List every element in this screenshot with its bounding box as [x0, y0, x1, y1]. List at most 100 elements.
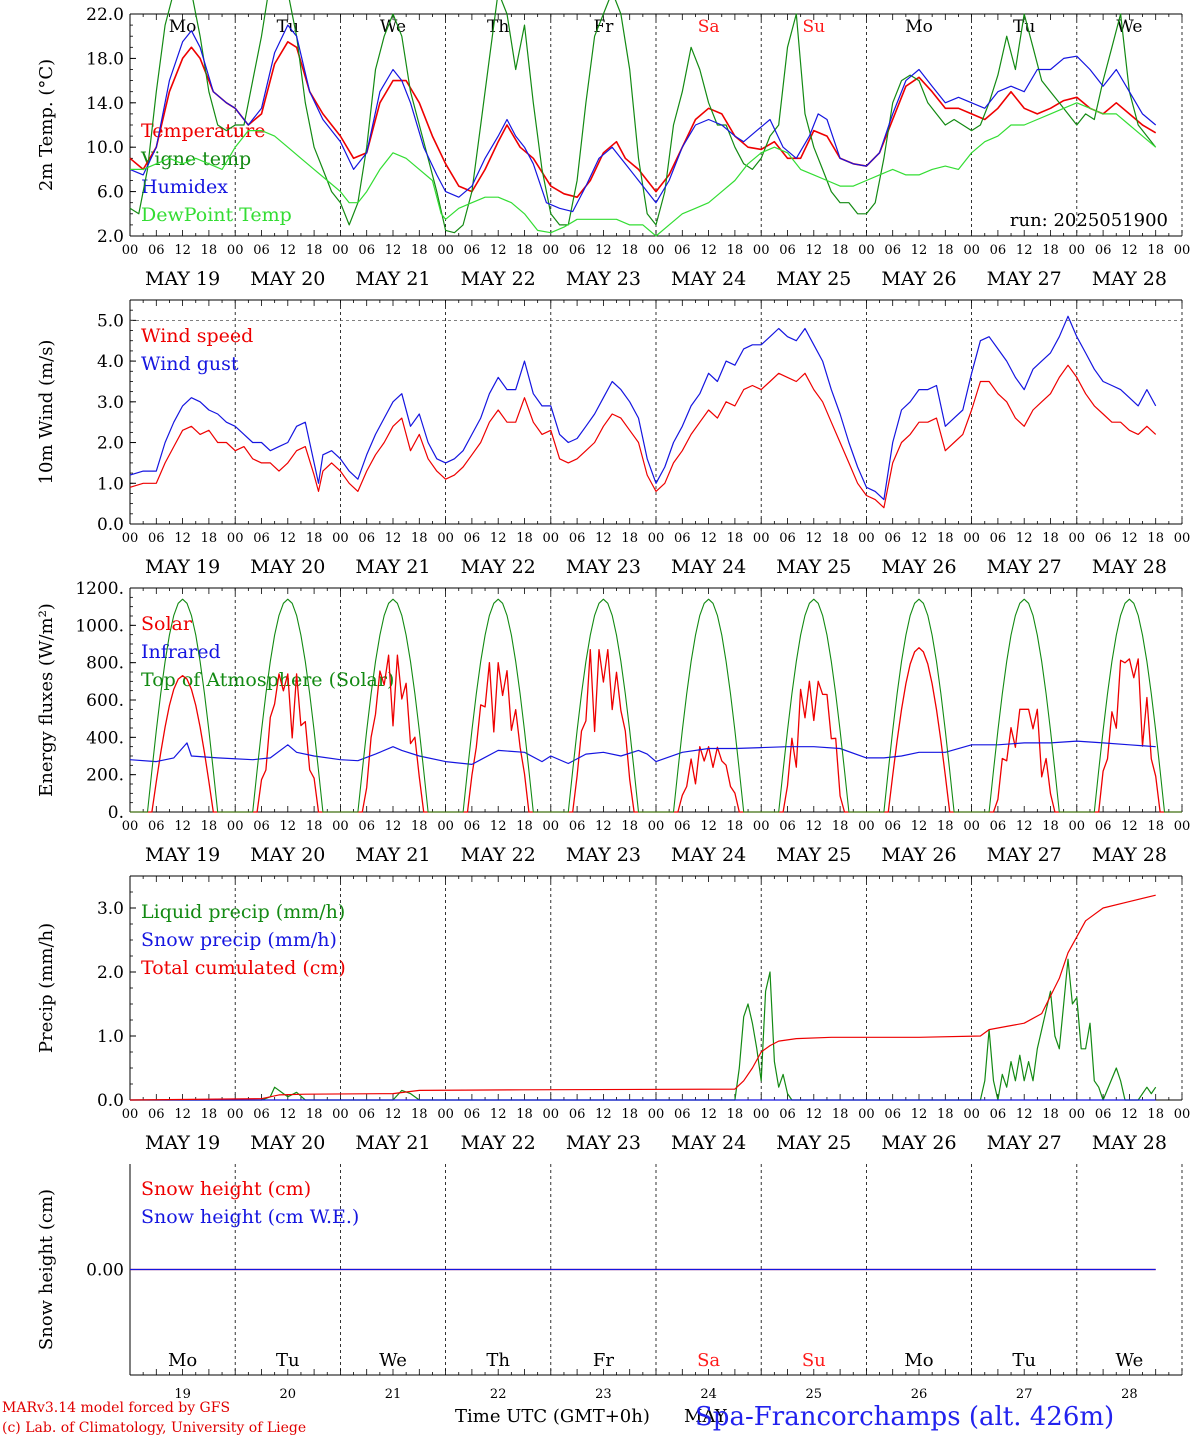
hour-tick-label: 00 [1174, 1107, 1191, 1122]
temperatureline [129, 41, 1157, 198]
legend-entry: Wind gust [141, 353, 239, 375]
date-label: MAY 20 [250, 556, 325, 578]
hour-tick-label: 00 [332, 819, 349, 834]
hour-tick-label: 18 [1147, 243, 1164, 258]
hour-tick-label: 18 [1147, 531, 1164, 546]
hour-tick-label: 00 [1069, 819, 1086, 834]
hour-tick-label: 00 [543, 243, 560, 258]
hour-tick-label: 06 [464, 1107, 481, 1122]
day-name: Th [486, 1350, 510, 1371]
day-name: We [1116, 1350, 1144, 1371]
hour-tick-label: 12 [490, 243, 507, 258]
hour-tick-label: 06 [884, 819, 901, 834]
hour-tick-label: 12 [174, 1107, 191, 1122]
y-tick-label: 3.0 [97, 393, 124, 413]
month-label: MAY [684, 1406, 727, 1427]
hour-tick-label: 12 [595, 243, 612, 258]
precip-panel: 0.0 1.0 2.0 3.0 Precip (mm/h) Liquid precip (… [36, 875, 1191, 1154]
hour-tick-label: 06 [253, 819, 270, 834]
date-label: MAY 26 [881, 268, 956, 290]
wind-gustline [129, 315, 1157, 501]
hour-tick-label: 00 [1069, 1107, 1086, 1122]
hour-tick-label: 00 [437, 819, 454, 834]
liquid-precip-mm-h-line [130, 958, 1157, 1101]
y-tick-label: 22.0 [86, 5, 124, 25]
hour-tick-label: 00 [332, 531, 349, 546]
hour-tick-label: 12 [700, 243, 717, 258]
hour-tick-label: 00 [753, 243, 770, 258]
hour-tick-label: 18 [1042, 243, 1059, 258]
hour-tick-label: 00 [543, 819, 560, 834]
day-number: 20 [280, 1387, 297, 1402]
day-name: Su [802, 1350, 826, 1371]
date-label: MAY 26 [881, 844, 956, 866]
date-label: MAY 26 [881, 556, 956, 578]
hour-tick-label: 00 [543, 1107, 560, 1122]
date-label: MAY 25 [776, 1132, 851, 1154]
hour-tick-label: 12 [911, 531, 928, 546]
hour-tick-label: 06 [990, 819, 1007, 834]
day-name: Mo [168, 1350, 197, 1371]
legend-entry: Snow precip (mm/h) [141, 929, 337, 951]
hour-tick-label: 12 [595, 819, 612, 834]
hour-tick-label: 06 [674, 819, 691, 834]
hour-tick-label: 18 [201, 243, 218, 258]
hour-tick-label: 12 [174, 531, 191, 546]
hour-tick-label: 18 [832, 1107, 849, 1122]
infraredline [129, 740, 1156, 765]
y-tick-label: 0.00 [86, 1261, 124, 1281]
date-label: MAY 23 [566, 556, 641, 578]
y-tick-label: 1.0 [97, 1027, 124, 1047]
hour-tick-label: 06 [148, 819, 165, 834]
humidexline [129, 24, 1157, 213]
hour-tick-label: 00 [122, 819, 139, 834]
hour-tick-label: 00 [753, 531, 770, 546]
hour-tick-label: 18 [621, 531, 638, 546]
hour-tick-label: 12 [490, 1107, 507, 1122]
day-number: 23 [595, 1387, 612, 1402]
date-label: MAY 19 [145, 844, 220, 866]
hour-tick-label: 06 [358, 243, 375, 258]
hour-tick-label: 00 [227, 531, 244, 546]
run-label: run: 2025051900 [1010, 210, 1168, 231]
hour-tick-label: 18 [832, 531, 849, 546]
hour-tick-label: 18 [1042, 819, 1059, 834]
hour-tick-label: 00 [332, 1107, 349, 1122]
date-label: MAY 23 [566, 844, 641, 866]
y-axis-label: 10m Wind (m/s) [36, 340, 57, 485]
date-label: MAY 27 [987, 268, 1062, 290]
energy-panel: 0. 200. 400. 600. 800. 1000. 1200. Energy fluxe… [36, 579, 1190, 866]
day-name: We [1116, 17, 1142, 37]
wind-panel: 0.0 1.0 2.0 3.0 4.0 5.0 10m Wind (m/s) Wind spe… [36, 299, 1190, 578]
hour-tick-label: 00 [1174, 243, 1191, 258]
hour-tick-label: 18 [937, 819, 954, 834]
y-tick-label: 0.0 [97, 1091, 124, 1111]
hour-tick-label: 18 [201, 531, 218, 546]
y-axis-label: Snow height (cm) [36, 1189, 57, 1350]
hour-tick-label: 18 [516, 531, 533, 546]
hour-tick-label: 06 [464, 531, 481, 546]
hour-tick-label: 00 [963, 243, 980, 258]
hour-tick-label: 18 [306, 531, 323, 546]
hour-tick-label: 12 [911, 1107, 928, 1122]
hour-tick-label: 18 [201, 819, 218, 834]
toa-solar-line [130, 598, 1182, 813]
date-label: MAY 22 [461, 844, 536, 866]
hour-tick-label: 06 [884, 531, 901, 546]
hour-tick-label: 18 [306, 819, 323, 834]
hour-tick-label: 18 [411, 243, 428, 258]
hour-tick-label: 18 [1042, 1107, 1059, 1122]
y-tick-label: 2.0 [97, 434, 124, 454]
y-tick-label: 1000. [75, 616, 124, 636]
hour-tick-label: 06 [253, 243, 270, 258]
hour-tick-label: 12 [595, 1107, 612, 1122]
day-number: 27 [1016, 1387, 1033, 1402]
hour-tick-label: 00 [227, 819, 244, 834]
hour-tick-label: 18 [621, 1107, 638, 1122]
hour-tick-label: 12 [806, 531, 823, 546]
hour-tick-label: 12 [280, 819, 297, 834]
hour-tick-label: 06 [148, 531, 165, 546]
hour-tick-label: 06 [884, 243, 901, 258]
